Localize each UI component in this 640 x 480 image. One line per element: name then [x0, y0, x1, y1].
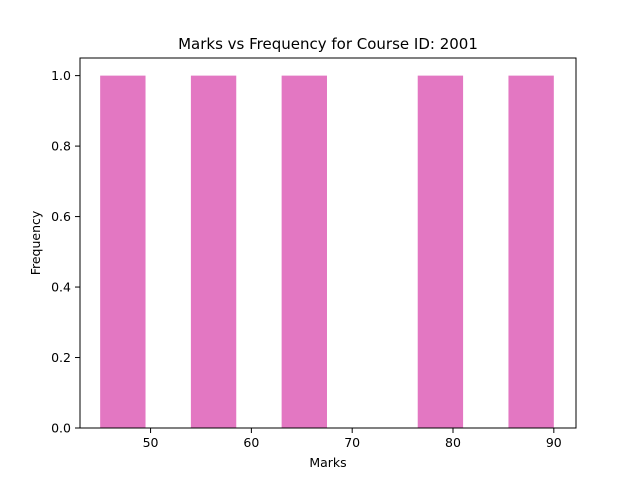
x-tick-label: 70 — [344, 435, 360, 450]
y-tick-label: 1.0 — [51, 68, 71, 83]
x-tick-label: 90 — [546, 435, 562, 450]
histogram-bar-4 — [417, 75, 464, 428]
y-tick-label: 0.6 — [51, 209, 71, 224]
y-tick-label: 0.8 — [51, 139, 71, 154]
y-tick-label: 0.2 — [51, 350, 71, 365]
bars-group — [100, 75, 554, 428]
x-axis-ticks: 50 60 70 80 90 — [143, 428, 562, 450]
histogram-bar-1 — [100, 75, 146, 428]
x-tick-label: 50 — [143, 435, 159, 450]
chart-title: Marks vs Frequency for Course ID: 2001 — [178, 35, 478, 53]
histogram-bar-5 — [508, 75, 554, 428]
histogram-bar-3 — [281, 75, 327, 428]
y-axis-ticks: 0.0 0.2 0.4 0.6 0.8 1.0 — [51, 68, 80, 436]
plot-frame — [79, 57, 577, 429]
histogram-bar-2 — [190, 75, 237, 428]
x-tick-label: 60 — [243, 435, 259, 450]
x-tick-label: 80 — [445, 435, 461, 450]
y-tick-label: 0.4 — [51, 280, 71, 295]
y-axis-title: Frequency — [28, 210, 43, 275]
y-tick-label: 0.0 — [51, 421, 71, 436]
x-axis-title: Marks — [309, 455, 346, 470]
